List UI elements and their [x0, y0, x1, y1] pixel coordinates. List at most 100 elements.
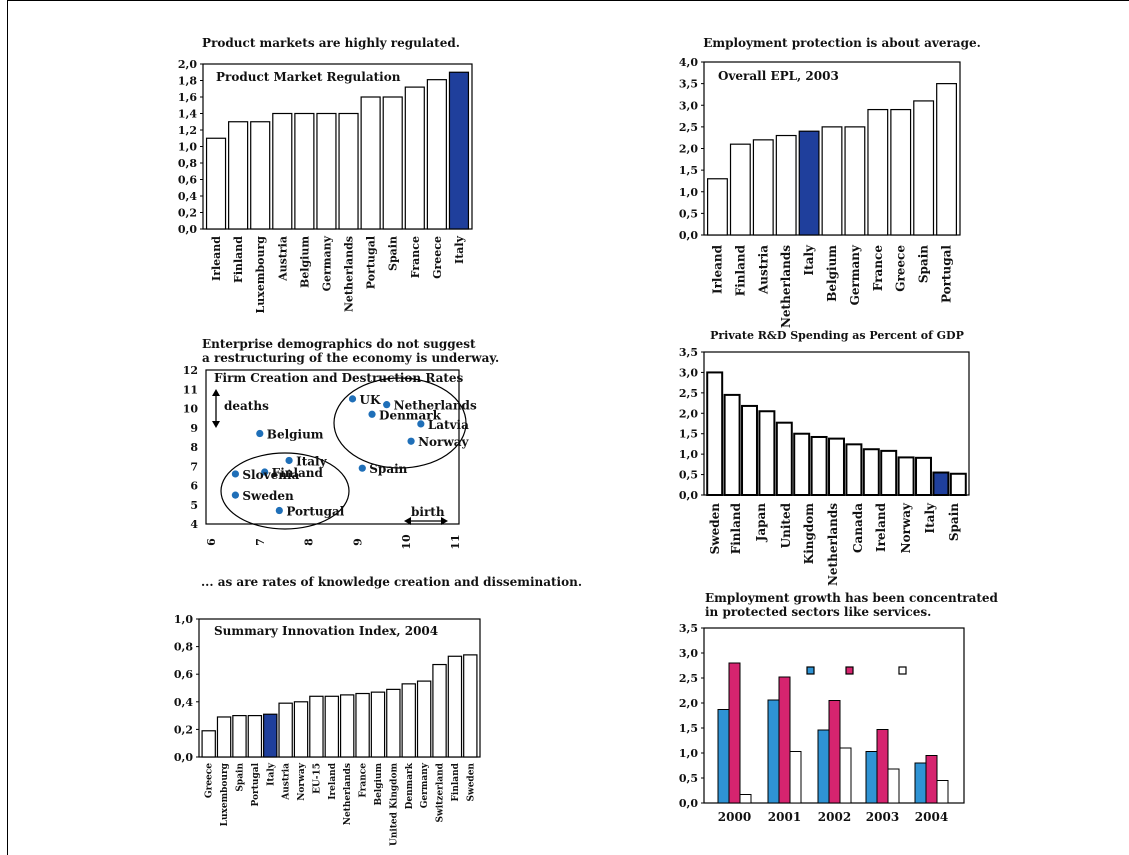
x-tick-label: Irleand [710, 244, 724, 294]
x-tick-label: Spain [947, 503, 961, 541]
y-tick-label: 0,2 [178, 207, 197, 220]
chart-inner-title: Overall EPL, 2003 [718, 69, 839, 83]
page-frame-left [7, 0, 8, 855]
y-tick-label: 0,5 [679, 207, 698, 220]
x-tick-label: France [359, 763, 369, 798]
chart-title: Employment protection is about average. [703, 36, 981, 50]
x-tick-label: France [409, 236, 422, 278]
y-tick-label: 3,0 [679, 647, 698, 660]
bar [228, 121, 249, 230]
scatter-point [231, 470, 239, 478]
bar [316, 112, 337, 230]
x-tick-label: Finland [729, 502, 743, 554]
bar [936, 83, 957, 236]
x-tick-label: Finland [733, 244, 747, 296]
scatter-point [275, 506, 283, 515]
chart-rd: 0,0 0,5 1,0 1,5 2,0 2,5 3,0 3,5 Sweden Finland Jap… [679, 346, 970, 586]
x-tick-label: 9 [351, 538, 364, 546]
bar [778, 676, 791, 804]
x-tick-label: Ireland [874, 502, 888, 552]
y-tick-label: 1,0 [679, 186, 698, 199]
bar [741, 404, 758, 496]
x-tick-label: Germany [420, 762, 430, 808]
bar [867, 108, 889, 236]
scatter-point [383, 401, 391, 409]
bar [775, 134, 797, 236]
y-tick-label: 0,0 [174, 751, 193, 764]
x-tick-label: 7 [254, 538, 267, 546]
x-tick-label: 11 [449, 534, 462, 549]
y-tick-label: 1,8 [178, 75, 197, 88]
y-tick-label: 5 [190, 499, 198, 512]
y-tick-label: 7 [190, 460, 198, 473]
y-tick-label: 1,5 [679, 164, 698, 177]
y-tick-label: 2,0 [679, 407, 698, 420]
chart-epl: 0,0 0,5 1,0 1,5 2,0 2,5 3,0 3,5 4,0 Irleand Finlan… [679, 56, 961, 328]
bar [862, 448, 880, 496]
bar [294, 112, 315, 230]
y-tick-label: 2,0 [679, 697, 698, 710]
scatter-point [358, 464, 366, 472]
x-tick-label: Canada [851, 503, 865, 553]
y-tick-label: 2,5 [679, 387, 698, 400]
legend-swatch [806, 666, 815, 675]
point-label: Netherlands [394, 399, 477, 413]
bar [404, 86, 425, 230]
scatter-point [368, 410, 376, 418]
y-tick-label: 1,0 [178, 141, 197, 154]
bar [925, 755, 938, 804]
chart-title-line-1: Employment growth has been concentrated [705, 591, 999, 605]
x-tick-label: Germany [320, 235, 333, 291]
y-tick-label: 2,0 [679, 143, 698, 156]
bar [723, 393, 741, 496]
x-tick-label: Sweden [466, 763, 476, 802]
y-tick-label: 0,0 [178, 223, 197, 236]
bar [739, 794, 752, 804]
x-tick-label: 2000 [718, 810, 751, 824]
x-tick-label: Irleand [210, 236, 223, 281]
bar [263, 713, 278, 758]
bar [728, 662, 741, 804]
scatter-point [256, 429, 264, 438]
scatter-point [231, 491, 239, 499]
x-tick-label: Kingdom [802, 503, 816, 564]
y-tick-label: 10 [183, 403, 199, 416]
x-tick-label: Greece [894, 245, 908, 292]
bar [382, 96, 403, 230]
chart-title-line-2: in protected sectors like services. [705, 605, 931, 619]
x-tick-label: Austria [276, 236, 289, 282]
bar [887, 768, 900, 804]
x-tick-label: 2003 [866, 810, 899, 824]
point-label: Portugal [286, 505, 344, 519]
bar [752, 139, 774, 236]
x-tick-label: 2004 [915, 810, 948, 824]
y-tick-label: 1,0 [174, 613, 193, 626]
bar [278, 702, 293, 758]
chart-title: Private R&D Spending as Percent of GDP [710, 329, 964, 342]
x-tick-label: Italy [453, 235, 466, 264]
chart-inner-title: Firm Creation and Destruction Rates [214, 371, 464, 385]
bar [216, 716, 232, 758]
y-tick-label: 0,0 [679, 797, 698, 810]
chart-inner-title: Product Market Regulation [216, 70, 401, 84]
bar [201, 730, 216, 758]
bar [932, 471, 950, 496]
y-tick-label: 2,0 [178, 58, 197, 71]
point-label: Finland [272, 466, 324, 480]
x-tick-label: Ireland [328, 762, 338, 799]
x-tick-label: 2002 [818, 810, 851, 824]
y-tick-label: 0,0 [679, 489, 698, 502]
legend-swatch [845, 666, 854, 675]
bar [432, 663, 447, 758]
bar [416, 680, 432, 758]
chart-firm: Enterprise demographics do not suggesta … [183, 337, 499, 550]
chart-sii: 0,0 0,2 0,4 0,6 0,8 1,0 Greece Luxembourg Spain P… [174, 613, 481, 846]
x-tick-label: Switzerland [436, 762, 446, 822]
bar [250, 121, 271, 230]
chart-inner-title: Summary Innovation Index, 2004 [214, 624, 438, 638]
bar [817, 729, 830, 804]
y-tick-label: 0,0 [679, 229, 698, 242]
y-tick-label: 1,0 [679, 747, 698, 760]
y-tick-label: 0,6 [178, 174, 197, 187]
point-label: Sweden [242, 489, 294, 503]
